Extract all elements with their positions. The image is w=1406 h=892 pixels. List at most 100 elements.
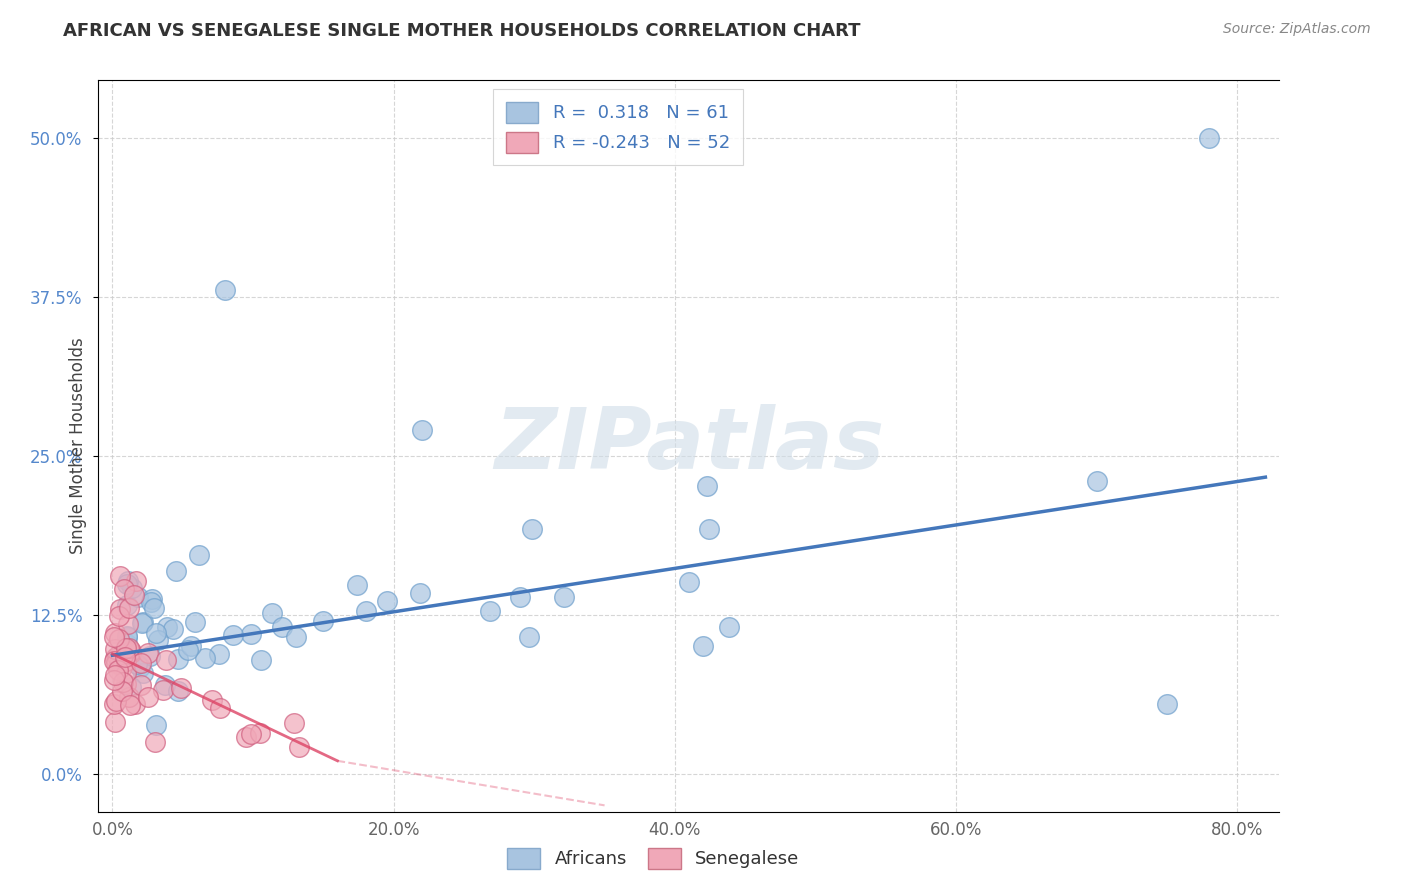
Point: [104, 626, 127, 640]
Point: [103, 654, 125, 668]
Point: [717, 620, 740, 634]
Point: [184, 615, 207, 629]
Point: [114, 676, 136, 690]
Point: [240, 727, 263, 741]
Point: [155, 620, 177, 634]
Point: [180, 639, 202, 653]
Point: [155, 653, 177, 667]
Point: [112, 675, 135, 690]
Point: [312, 614, 335, 628]
Point: [170, 681, 193, 695]
Point: [1156, 697, 1178, 711]
Point: [107, 657, 129, 671]
Point: [143, 601, 166, 615]
Point: [162, 623, 184, 637]
Point: [152, 683, 174, 698]
Point: [120, 698, 142, 713]
Point: [115, 654, 138, 668]
Point: [118, 690, 141, 704]
Point: [136, 690, 159, 705]
Point: [479, 604, 502, 618]
Point: [124, 697, 146, 711]
Text: ZIPatlas: ZIPatlas: [494, 404, 884, 488]
Point: [260, 606, 283, 620]
Point: [553, 590, 575, 604]
Point: [148, 633, 170, 648]
Point: [208, 647, 231, 661]
Point: [107, 632, 129, 647]
Point: [284, 631, 307, 645]
Point: [235, 731, 257, 745]
Point: [120, 644, 142, 658]
Text: AFRICAN VS SENEGALESE SINGLE MOTHER HOUSEHOLDS CORRELATION CHART: AFRICAN VS SENEGALESE SINGLE MOTHER HOUS…: [63, 22, 860, 40]
Point: [177, 643, 200, 657]
Point: [522, 522, 544, 536]
Point: [104, 651, 127, 665]
Point: [141, 592, 163, 607]
Point: [115, 599, 138, 613]
Text: Source: ZipAtlas.com: Source: ZipAtlas.com: [1223, 22, 1371, 37]
Point: [121, 581, 143, 595]
Point: [105, 694, 128, 708]
Point: [115, 641, 138, 656]
Point: [136, 646, 159, 660]
Point: [166, 684, 188, 698]
Point: [250, 653, 273, 667]
Point: [127, 590, 149, 604]
Point: [1198, 130, 1220, 145]
Point: [678, 574, 700, 589]
Point: [249, 726, 271, 740]
Point: [696, 479, 718, 493]
Point: [111, 660, 134, 674]
Point: [143, 735, 166, 749]
Point: [115, 630, 138, 644]
Point: [145, 718, 167, 732]
Point: [270, 620, 292, 634]
Point: [188, 548, 211, 562]
Point: [132, 666, 155, 681]
Point: [108, 601, 131, 615]
Point: [115, 637, 138, 651]
Point: [1085, 474, 1108, 488]
Point: [131, 656, 153, 670]
Point: [346, 578, 368, 592]
Point: [129, 677, 152, 691]
Point: [118, 641, 141, 656]
Point: [115, 649, 138, 664]
Point: [114, 666, 136, 681]
Point: [104, 642, 127, 657]
Point: [131, 615, 153, 630]
Point: [128, 660, 150, 674]
Point: [166, 652, 188, 666]
Point: [120, 680, 142, 694]
Point: [145, 626, 167, 640]
Point: [103, 673, 125, 687]
Point: [408, 586, 430, 600]
Point: [104, 715, 127, 730]
Point: [214, 283, 236, 297]
Y-axis label: Single Mother Households: Single Mother Households: [69, 338, 87, 554]
Point: [165, 564, 187, 578]
Point: [118, 652, 141, 666]
Point: [105, 648, 128, 663]
Point: [517, 630, 540, 644]
Point: [118, 601, 141, 615]
Point: [125, 657, 148, 671]
Point: [125, 574, 148, 589]
Point: [115, 629, 138, 643]
Point: [692, 640, 714, 654]
Point: [411, 423, 433, 437]
Point: [509, 590, 531, 604]
Point: [200, 692, 222, 706]
Point: [222, 627, 245, 641]
Point: [104, 668, 127, 682]
Point: [194, 650, 217, 665]
Point: [283, 716, 305, 731]
Point: [122, 589, 145, 603]
Point: [354, 604, 377, 618]
Point: [115, 576, 138, 591]
Point: [288, 739, 311, 754]
Point: [117, 616, 139, 631]
Point: [107, 663, 129, 677]
Point: [103, 630, 125, 644]
